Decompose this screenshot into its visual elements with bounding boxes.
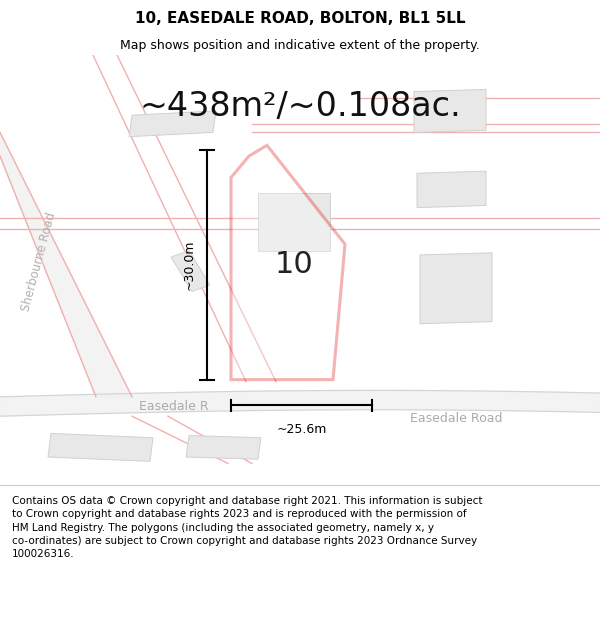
Polygon shape <box>231 145 345 379</box>
Text: ~30.0m: ~30.0m <box>182 239 196 290</box>
Polygon shape <box>0 132 132 397</box>
Polygon shape <box>420 253 492 324</box>
Text: Easedale Road: Easedale Road <box>410 412 502 425</box>
Polygon shape <box>258 192 330 251</box>
Text: ~25.6m: ~25.6m <box>277 422 326 436</box>
Polygon shape <box>48 433 153 461</box>
Text: ~438m²/~0.108ac.: ~438m²/~0.108ac. <box>139 90 461 123</box>
Polygon shape <box>129 111 216 137</box>
Text: Contains OS data © Crown copyright and database right 2021. This information is : Contains OS data © Crown copyright and d… <box>12 496 482 559</box>
Text: 10, EASEDALE ROAD, BOLTON, BL1 5LL: 10, EASEDALE ROAD, BOLTON, BL1 5LL <box>135 11 465 26</box>
Polygon shape <box>186 436 261 459</box>
Polygon shape <box>171 251 210 291</box>
Text: Sherbourne Road: Sherbourne Road <box>20 211 58 312</box>
Text: Easedale R: Easedale R <box>139 400 209 412</box>
Text: Map shows position and indicative extent of the property.: Map shows position and indicative extent… <box>120 39 480 51</box>
Polygon shape <box>417 171 486 208</box>
Polygon shape <box>414 89 486 132</box>
Text: 10: 10 <box>275 250 313 279</box>
